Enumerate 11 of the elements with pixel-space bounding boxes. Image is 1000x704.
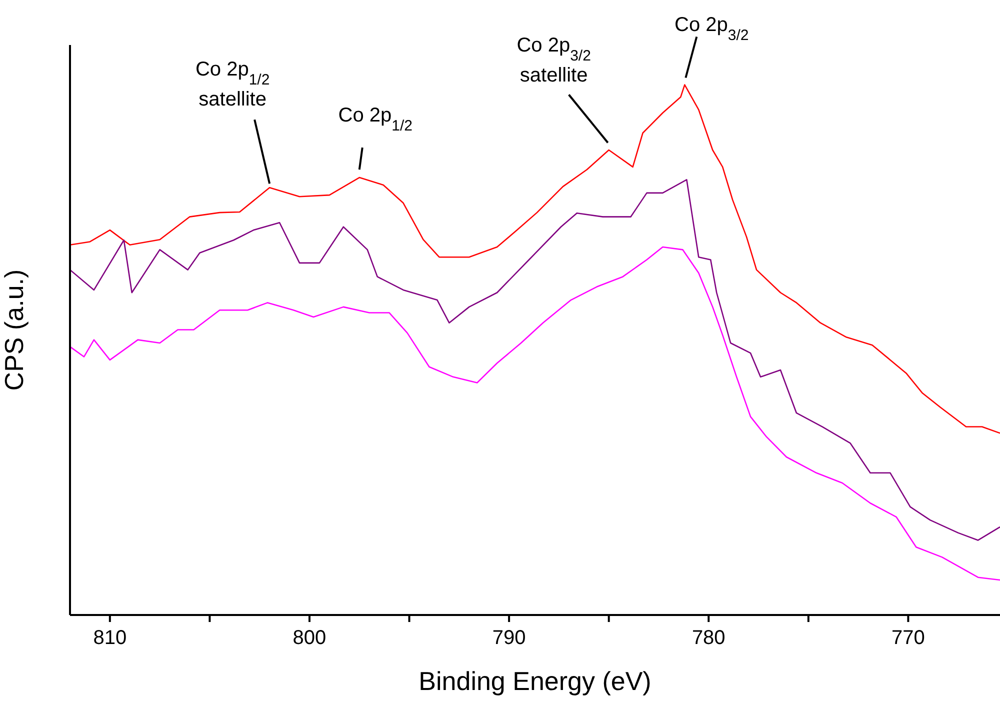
x-tick-label: 790 [492, 627, 526, 650]
annotation: Co 2p$_{1/2}$ satellite [195, 58, 270, 111]
annotation: Co 2p$_{3/2}$ [674, 14, 749, 44]
x-tick-label: 800 [292, 627, 326, 650]
x-tick-label: 780 [692, 627, 726, 650]
x-tick-label: 770 [892, 627, 925, 650]
y-axis-title: CPS (a.u.) [0, 269, 30, 391]
annotation: Co 2p$_{1/2}$ [338, 104, 412, 134]
annotation: Co 2p$_{3/2}$ satellite [516, 34, 591, 87]
x-axis-title: Binding Energy (eV) [418, 666, 652, 696]
x-tick-label: 810 [93, 627, 127, 650]
